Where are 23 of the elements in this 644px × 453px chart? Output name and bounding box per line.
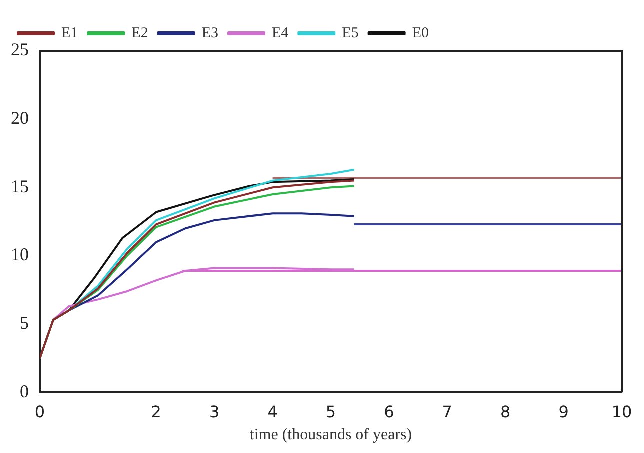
legend-label: E2 [132, 25, 148, 42]
x-tick-label: 4 [268, 402, 278, 422]
legend-label: E5 [342, 25, 359, 42]
legend-label: E3 [202, 25, 218, 42]
x-tick-label: 10 [612, 402, 632, 422]
x-tick-label: 2 [151, 402, 162, 422]
x-tick-label: 6 [384, 402, 394, 422]
y-tick-label: 10 [11, 244, 29, 265]
x-tick-label: 3 [210, 402, 220, 422]
legend-label: E1 [62, 25, 78, 42]
x-tick-label: 8 [500, 402, 511, 422]
x-tick-label: 5 [326, 402, 336, 422]
legend-label: E0 [412, 25, 429, 42]
y-tick-label: 15 [11, 176, 29, 196]
x-tick-label: 0 [34, 402, 46, 422]
y-tick-label: 25 [11, 40, 29, 60]
y-tick-label: 5 [20, 313, 29, 334]
y-tick-label: 20 [11, 108, 29, 128]
x-tick-label: 7 [442, 402, 452, 422]
legend-label: E4 [272, 25, 290, 42]
x-tick-label: 9 [558, 402, 569, 422]
x-axis-title: time (thousands of years) [250, 426, 412, 444]
y-tick-label: 0 [20, 381, 29, 402]
